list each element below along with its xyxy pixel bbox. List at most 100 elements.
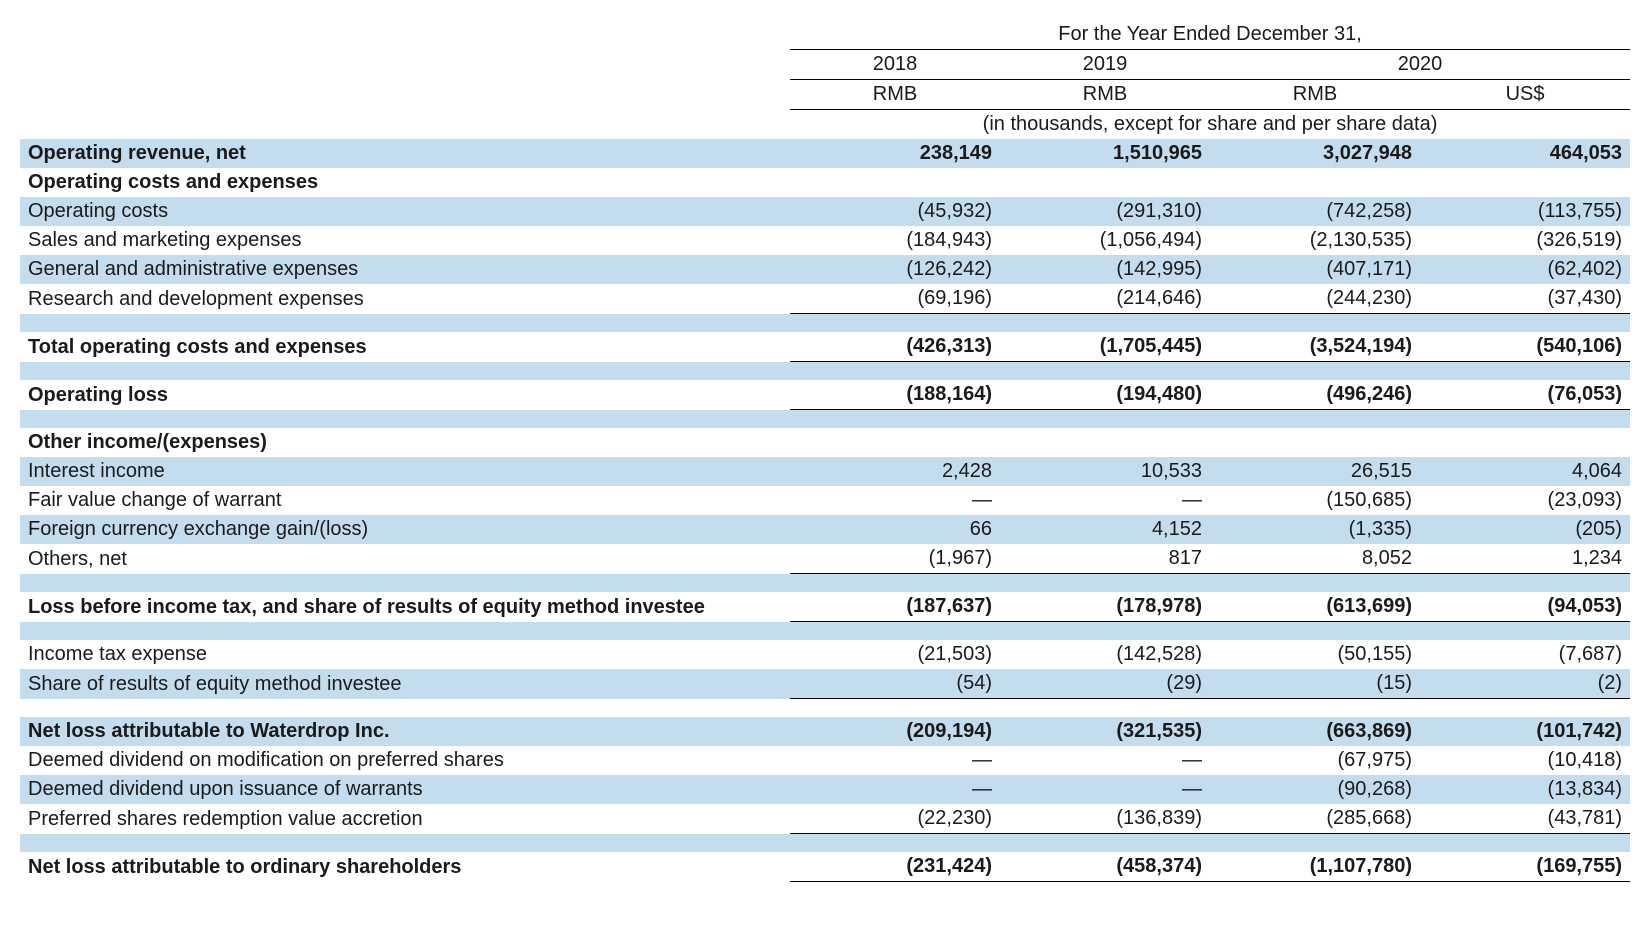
row-label: Research and development expenses — [20, 284, 790, 314]
row-value: 1,234 — [1420, 544, 1630, 574]
row-label: Income tax expense — [20, 640, 790, 669]
table-row: Sales and marketing expenses(184,943)(1,… — [20, 226, 1630, 255]
row-value: 4,064 — [1420, 457, 1630, 486]
table-row: Total operating costs and expenses(426,3… — [20, 332, 1630, 362]
row-value — [790, 168, 1000, 197]
table-row — [20, 410, 1630, 429]
row-value: (113,755) — [1420, 197, 1630, 226]
row-value: (150,685) — [1210, 486, 1420, 515]
header-currency-1: RMB — [1000, 80, 1210, 110]
table-row: Operating revenue, net238,1491,510,9653,… — [20, 139, 1630, 168]
table-row — [20, 699, 1630, 718]
row-value: (458,374) — [1000, 852, 1210, 882]
row-value: (69,196) — [790, 284, 1000, 314]
row-label: Fair value change of warrant — [20, 486, 790, 515]
row-value — [1420, 428, 1630, 457]
table-row: Preferred shares redemption value accret… — [20, 804, 1630, 834]
row-value: (426,313) — [790, 332, 1000, 362]
row-label: Deemed dividend on modification on prefe… — [20, 746, 790, 775]
row-value: (1,705,445) — [1000, 332, 1210, 362]
row-value: (23,093) — [1420, 486, 1630, 515]
row-value: (407,171) — [1210, 255, 1420, 284]
header-currency-3: US$ — [1420, 80, 1630, 110]
row-value: (742,258) — [1210, 197, 1420, 226]
row-value: (13,834) — [1420, 775, 1630, 804]
row-value: (285,668) — [1210, 804, 1420, 834]
table-row — [20, 622, 1630, 641]
row-value: — — [790, 486, 1000, 515]
row-value: (1,107,780) — [1210, 852, 1420, 882]
row-value: (231,424) — [790, 852, 1000, 882]
header-note: (in thousands, except for share and per … — [790, 110, 1630, 140]
row-value: (244,230) — [1210, 284, 1420, 314]
header-year-2018: 2018 — [790, 50, 1000, 80]
row-label: Share of results of equity method invest… — [20, 669, 790, 699]
row-label: Operating loss — [20, 380, 790, 410]
table-row: Loss before income tax, and share of res… — [20, 592, 1630, 622]
header-year-2020: 2020 — [1210, 50, 1630, 80]
row-value: 1,510,965 — [1000, 139, 1210, 168]
row-value: (209,194) — [790, 717, 1000, 746]
row-value: (45,932) — [790, 197, 1000, 226]
header-year-2019: 2019 — [1000, 50, 1210, 80]
row-value: (169,755) — [1420, 852, 1630, 882]
row-value: (29) — [1000, 669, 1210, 699]
table-row — [20, 314, 1630, 333]
row-value: (15) — [1210, 669, 1420, 699]
row-label: Total operating costs and expenses — [20, 332, 790, 362]
row-value: (321,535) — [1000, 717, 1210, 746]
financial-table: For the Year Ended December 31, 2018 201… — [20, 20, 1630, 882]
row-label: Operating revenue, net — [20, 139, 790, 168]
table-row: Foreign currency exchange gain/(loss)664… — [20, 515, 1630, 544]
table-row: Operating costs and expenses — [20, 168, 1630, 197]
row-label: Operating costs and expenses — [20, 168, 790, 197]
table-body: Operating revenue, net238,1491,510,9653,… — [20, 139, 1630, 882]
row-value: (178,978) — [1000, 592, 1210, 622]
row-value: (291,310) — [1000, 197, 1210, 226]
table-row: Deemed dividend upon issuance of warrant… — [20, 775, 1630, 804]
table-row: Share of results of equity method invest… — [20, 669, 1630, 699]
table-row — [20, 362, 1630, 381]
row-value: (22,230) — [790, 804, 1000, 834]
row-label: Net loss attributable to ordinary shareh… — [20, 852, 790, 882]
table-row: General and administrative expenses(126,… — [20, 255, 1630, 284]
row-value: (1,967) — [790, 544, 1000, 574]
row-label: Preferred shares redemption value accret… — [20, 804, 790, 834]
row-value: (76,053) — [1420, 380, 1630, 410]
row-value: 8,052 — [1210, 544, 1420, 574]
row-value — [1000, 428, 1210, 457]
row-label: Interest income — [20, 457, 790, 486]
row-value: (187,637) — [790, 592, 1000, 622]
row-value: (136,839) — [1000, 804, 1210, 834]
row-value — [1210, 168, 1420, 197]
row-value: (1,056,494) — [1000, 226, 1210, 255]
row-value: — — [1000, 746, 1210, 775]
row-value: (194,480) — [1000, 380, 1210, 410]
table-row: Fair value change of warrant——(150,685)(… — [20, 486, 1630, 515]
row-value: 238,149 — [790, 139, 1000, 168]
row-value: (101,742) — [1420, 717, 1630, 746]
row-label: Deemed dividend upon issuance of warrant… — [20, 775, 790, 804]
row-value: — — [790, 746, 1000, 775]
row-value: (142,528) — [1000, 640, 1210, 669]
table-row: Net loss attributable to ordinary shareh… — [20, 852, 1630, 882]
header-title: For the Year Ended December 31, — [790, 20, 1630, 50]
row-value: (126,242) — [790, 255, 1000, 284]
row-value: (188,164) — [790, 380, 1000, 410]
table-row: Deemed dividend on modification on prefe… — [20, 746, 1630, 775]
row-value: 2,428 — [790, 457, 1000, 486]
row-value — [790, 428, 1000, 457]
row-value: (214,646) — [1000, 284, 1210, 314]
row-value — [1210, 428, 1420, 457]
row-value: (184,943) — [790, 226, 1000, 255]
row-value: (62,402) — [1420, 255, 1630, 284]
row-label: Sales and marketing expenses — [20, 226, 790, 255]
table-row: Interest income2,42810,53326,5154,064 — [20, 457, 1630, 486]
row-label: Other income/(expenses) — [20, 428, 790, 457]
row-value: — — [1000, 486, 1210, 515]
row-value: (10,418) — [1420, 746, 1630, 775]
table-row: Net loss attributable to Waterdrop Inc.(… — [20, 717, 1630, 746]
row-label: Loss before income tax, and share of res… — [20, 592, 790, 622]
row-value: 26,515 — [1210, 457, 1420, 486]
row-value: (1,335) — [1210, 515, 1420, 544]
